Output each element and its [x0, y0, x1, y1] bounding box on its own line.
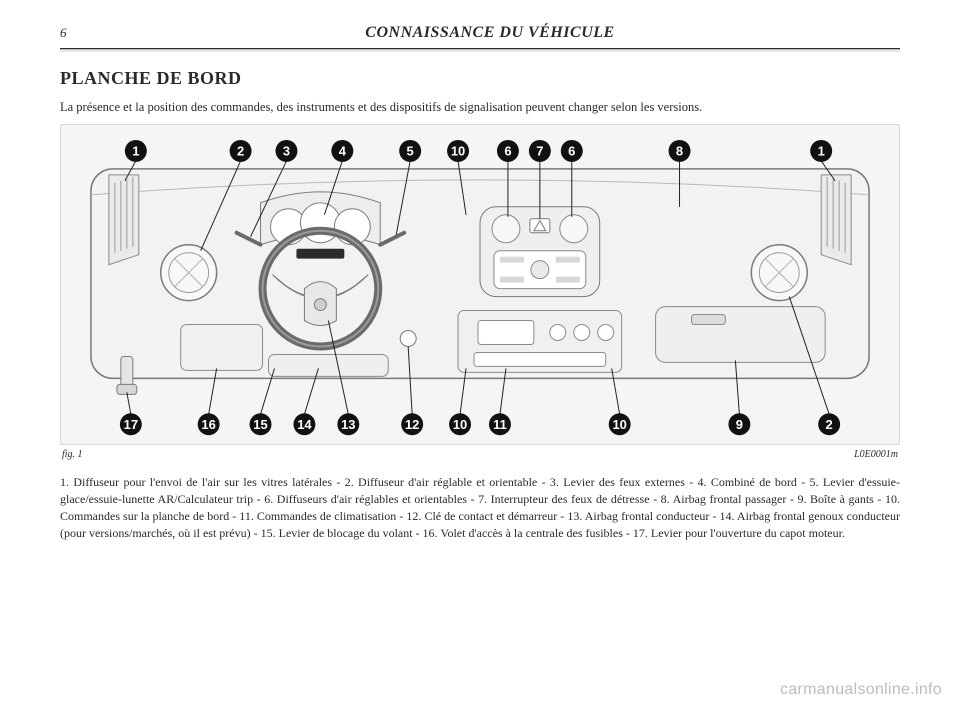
- callout-number: 15: [253, 417, 267, 432]
- callout-number: 2: [237, 143, 244, 158]
- callout-number: 10: [453, 417, 467, 432]
- callout-number: 13: [341, 417, 355, 432]
- callout-number: 5: [407, 143, 414, 158]
- legend-text: 1. Diffuseur pour l'envoi de l'air sur l…: [60, 474, 900, 541]
- callout-number: 10: [612, 417, 626, 432]
- callout-number: 12: [405, 417, 419, 432]
- figure-caption-left: fig. 1: [62, 449, 83, 460]
- callout-number: 14: [297, 417, 312, 432]
- callout-number: 17: [124, 417, 138, 432]
- callout-number: 6: [504, 143, 511, 158]
- callout-number: 7: [536, 143, 543, 158]
- dashboard-svg: 12345106768117161514131210111092: [61, 125, 899, 444]
- section-title: PLANCHE DE BORD: [60, 68, 900, 89]
- figure-caption-right: L0E0001m: [854, 449, 898, 460]
- header-divider: [60, 48, 900, 50]
- callout-number: 10: [451, 143, 465, 158]
- callout-number: 9: [736, 417, 743, 432]
- callout-number: 4: [339, 143, 347, 158]
- callout-number: 16: [201, 417, 215, 432]
- callout-number: 1: [818, 143, 825, 158]
- dashboard-figure: 12345106768117161514131210111092: [60, 124, 900, 445]
- callout-number: 6: [568, 143, 575, 158]
- callout-number: 2: [826, 417, 833, 432]
- callout-number: 3: [283, 143, 290, 158]
- callout-number: 11: [493, 417, 507, 432]
- page-number: 6: [60, 25, 80, 41]
- watermark: carmanualsonline.info: [780, 681, 942, 699]
- page-header: 6 CONNAISSANCE DU VÉHICULE: [60, 24, 900, 42]
- intro-text: La présence et la position des commandes…: [60, 99, 900, 116]
- figure-caption-row: fig. 1 L0E0001m: [62, 449, 898, 460]
- callout-number: 8: [676, 143, 683, 158]
- callout-number: 1: [132, 143, 139, 158]
- header-title: CONNAISSANCE DU VÉHICULE: [80, 24, 900, 42]
